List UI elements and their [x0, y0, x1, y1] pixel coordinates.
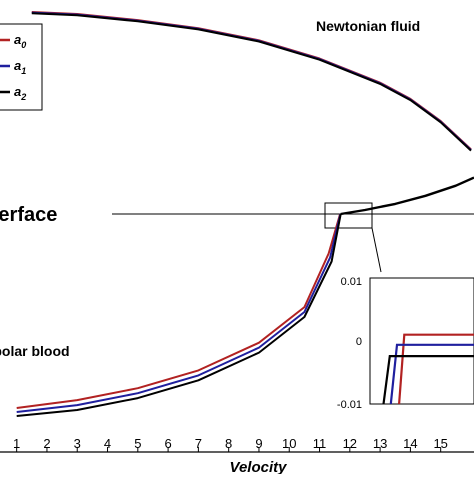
x-tick-label-9: 9 — [255, 436, 262, 451]
micropolar-blood-label: Micropolar blood — [0, 343, 70, 359]
x-tick-label-2: 2 — [43, 436, 50, 451]
inset-y-tick-0.01: 0.01 — [341, 276, 362, 288]
newtonian-fluid-label: Newtonian fluid — [316, 18, 420, 34]
x-tick-label-5: 5 — [134, 436, 141, 451]
x-tick-label-15: 15 — [433, 436, 447, 451]
zoom-box — [325, 203, 372, 228]
micropolar-curve-a1 — [17, 214, 341, 412]
inset-y-tick-0: 0 — [356, 336, 362, 348]
inset-plot: 0.01 0 -0.01 — [337, 276, 474, 411]
x-tick-label-8: 8 — [225, 436, 232, 451]
zoom-leader-line — [372, 228, 381, 272]
x-tick-label-11: 11 — [313, 436, 327, 451]
x-tick-label-3: 3 — [74, 436, 81, 451]
x-tick-label-12: 12 — [343, 436, 357, 451]
micropolar-curve-a2 — [17, 214, 341, 416]
x-tick-label-4: 4 — [104, 436, 111, 451]
x-tick-label-7: 7 — [195, 436, 202, 451]
x-tick-label-13: 13 — [373, 436, 387, 451]
x-tick-label-10: 10 — [282, 436, 296, 451]
x-tick-label-14: 14 — [403, 436, 417, 451]
x-tick-label-6: 6 — [164, 436, 171, 451]
interface-label: Interface — [0, 204, 57, 226]
x-axis-label: Velocity — [230, 459, 288, 474]
micropolar-curve-a0 — [17, 214, 340, 408]
upper-interface-curve — [341, 178, 474, 214]
inset-y-tick-minus-0.01: -0.01 — [337, 399, 362, 411]
x-tick-label-1: 1 — [13, 436, 20, 451]
